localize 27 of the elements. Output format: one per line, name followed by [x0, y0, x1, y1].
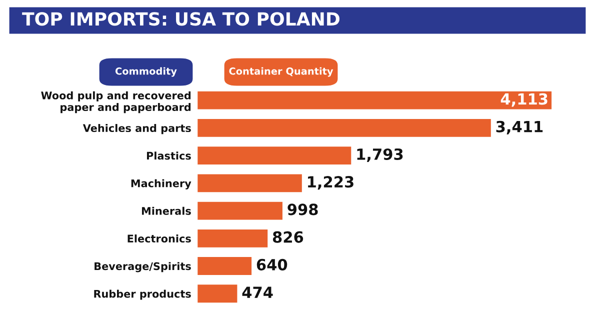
data-label: 1,793 [357, 148, 403, 162]
bar [196, 90, 553, 111]
bar [196, 283, 239, 304]
data-label: 1,223 [308, 176, 354, 190]
data-label: 4,113 [500, 93, 548, 107]
data-label: 826 [272, 231, 304, 243]
y-tick-label: Beverage/Spirits [94, 262, 191, 272]
y-tick-label: Vehicles and parts [82, 124, 191, 134]
bar [196, 145, 353, 166]
y-tick-label: Wood pulp and recovered paper and paperboard [41, 91, 191, 114]
x-axis-title: Container Quantity [229, 67, 334, 77]
y-tick-label: Machinery [131, 179, 192, 190]
data-label: 998 [288, 204, 318, 216]
bar [196, 256, 253, 276]
bar [196, 172, 304, 194]
chart-title: TOP IMPORTS: USA TO POLAND [22, 12, 340, 26]
y-axis-title: Commodity [115, 67, 177, 77]
data-label: 3,411 [496, 120, 543, 134]
y-tick-label: Plastics [146, 152, 191, 160]
bar [196, 118, 492, 138]
bar [196, 228, 269, 249]
data-label: 474 [242, 286, 273, 298]
bar [196, 200, 284, 222]
y-tick-label: Electronics [128, 234, 191, 243]
data-label: 640 [256, 258, 288, 270]
y-tick-label: Rubber products [94, 290, 191, 300]
y-tick-label: Minerals [142, 206, 191, 215]
